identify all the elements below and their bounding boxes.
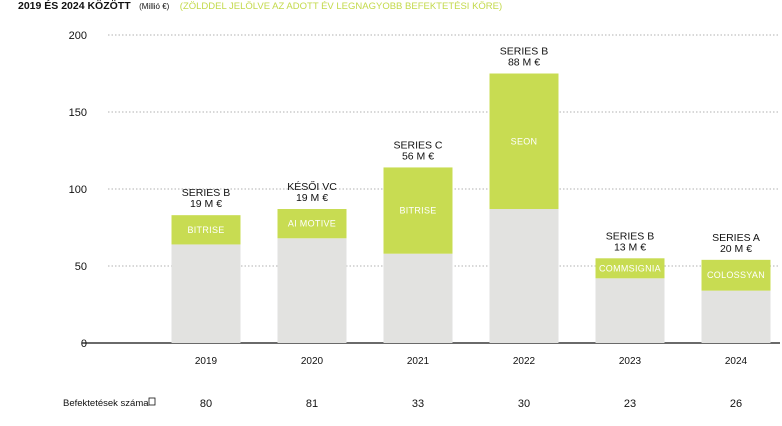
x-tick-label: 2023 <box>619 356 642 367</box>
bar-base-2023 <box>595 278 665 343</box>
bar-highlight-2024 <box>701 259 771 291</box>
bar-company-label: BITRISE <box>399 206 436 216</box>
y-tick-label: 50 <box>75 261 87 273</box>
x-tick-label: 2019 <box>195 356 218 367</box>
bar-base-2022 <box>489 209 559 343</box>
bar-highlight-2021 <box>383 167 453 254</box>
bar-company-label: SEON <box>511 136 538 146</box>
count-value: 30 <box>518 398 530 410</box>
y-tick-label: 0 <box>81 338 87 350</box>
bar-highlight-2019 <box>171 215 241 245</box>
count-row-marker-icon <box>148 397 156 406</box>
chart-title: 2019 ÉS 2024 KÖZÖTT (Millió €) (ZÖLDDEL … <box>18 0 502 13</box>
x-tick-label: 2024 <box>725 356 748 367</box>
count-row: Befektetések száma 80 81 33 30 23 26 <box>63 397 742 410</box>
bar-highlight-2022 <box>489 73 559 210</box>
amount-label: 19 M € <box>296 192 328 204</box>
y-tick-label: 150 <box>69 107 87 119</box>
count-row-label: Befektetések száma <box>63 398 149 409</box>
y-tick-label: 200 <box>69 30 87 42</box>
x-tick-label: 2021 <box>407 356 430 367</box>
bar-highlight-2020 <box>277 209 347 239</box>
round-label: KÉSŐI VC <box>287 179 337 193</box>
amount-label: 56 M € <box>402 150 434 162</box>
bar-base-2020 <box>277 238 347 343</box>
round-label: SERIES B <box>606 230 654 242</box>
amount-label: 20 M € <box>720 243 752 255</box>
bar-company-label: BITRISE <box>187 225 224 235</box>
amount-label: 88 M € <box>508 57 540 69</box>
bar-company-label: AI MOTIVE <box>288 219 336 229</box>
count-value: 23 <box>624 398 636 410</box>
amount-label: 19 M € <box>190 198 222 210</box>
round-label: SERIES C <box>393 139 442 151</box>
count-value: 80 <box>200 398 212 410</box>
bar-company-label: COLOSSYAN <box>707 270 765 280</box>
count-value: 26 <box>730 398 742 410</box>
bar-highlight-2023 <box>595 258 665 279</box>
bar-company-label: COMMSIGNIA <box>599 263 661 273</box>
round-label: SERIES B <box>500 46 548 58</box>
amount-label: 13 M € <box>614 241 646 253</box>
count-value: 33 <box>412 398 424 410</box>
bar-base-2019 <box>171 244 241 343</box>
count-value: 81 <box>306 398 318 410</box>
round-label: SERIES A <box>712 232 760 244</box>
chart-note: (ZÖLDDEL JELÖLVE AZ ADOTT ÉV LEGNAGYOBB … <box>180 1 502 12</box>
round-label: SERIES B <box>182 187 230 199</box>
y-tick-label: 100 <box>69 184 87 196</box>
chart-title-text: 2019 ÉS 2024 KÖZÖTT <box>18 0 131 12</box>
x-axis: 2019 2020 2021 2022 2023 2024 <box>195 356 748 367</box>
chart-unit: (Millió €) <box>139 2 170 11</box>
bar-base-2021 <box>383 253 453 343</box>
x-tick-label: 2020 <box>301 356 324 367</box>
x-tick-label: 2022 <box>513 356 536 367</box>
bar-base-2024 <box>701 290 771 343</box>
